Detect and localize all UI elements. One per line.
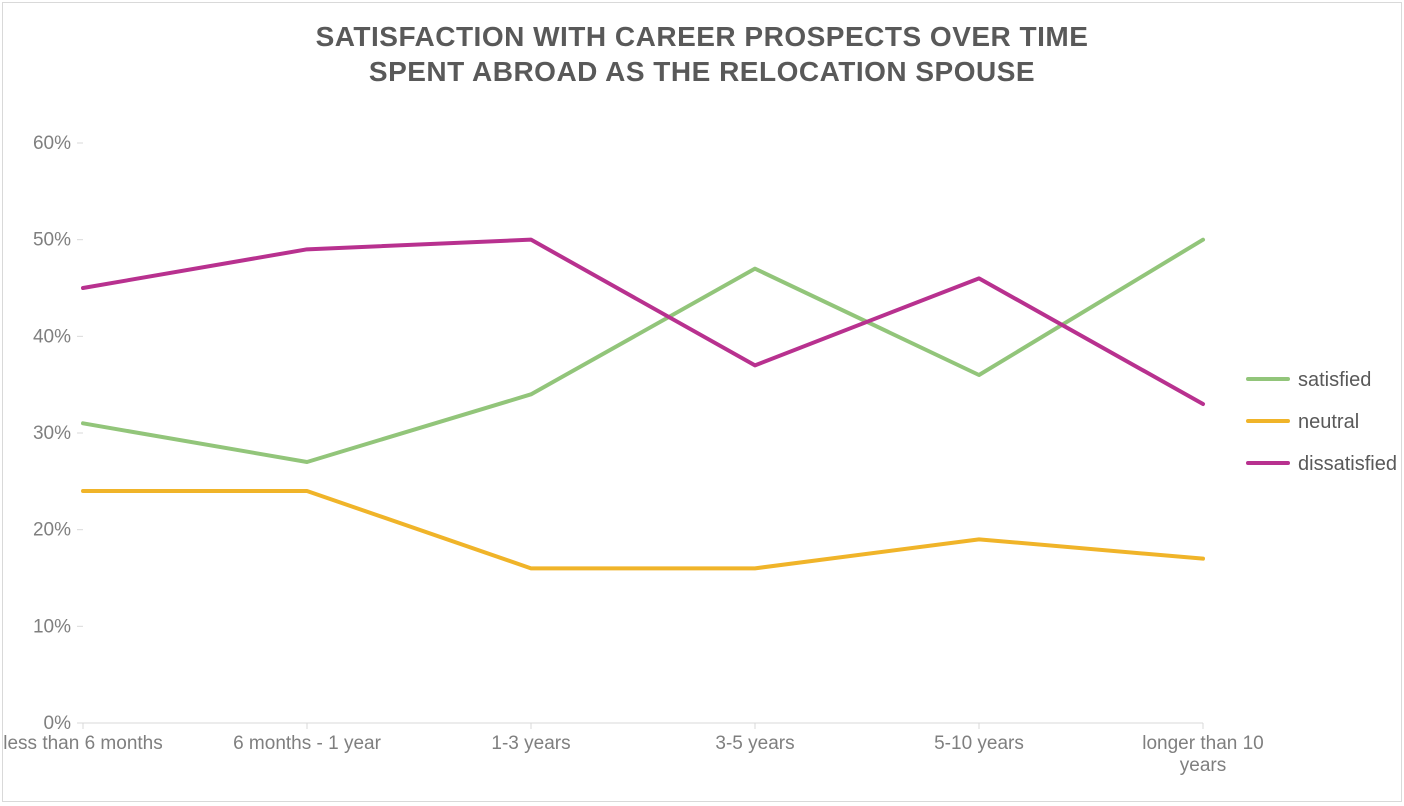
svg-text:neutral: neutral — [1298, 411, 1359, 433]
chart-container: SATISFACTION WITH CAREER PROSPECTS OVER … — [2, 2, 1402, 802]
y-tick: 40% — [33, 326, 83, 347]
legend-item-neutral: neutral — [1248, 411, 1359, 433]
legend-item-satisfied: satisfied — [1248, 369, 1371, 391]
svg-text:60%: 60% — [33, 133, 71, 154]
svg-text:years: years — [1180, 755, 1226, 776]
svg-text:20%: 20% — [33, 520, 71, 541]
x-tick: longer than 10years — [1142, 723, 1264, 776]
legend-item-dissatisfied: dissatisfied — [1248, 453, 1397, 475]
svg-text:satisfied: satisfied — [1298, 369, 1371, 391]
svg-text:10%: 10% — [33, 616, 71, 637]
svg-text:6 months - 1 year: 6 months - 1 year — [233, 733, 382, 754]
series-line-dissatisfied — [83, 240, 1203, 404]
series-line-satisfied — [83, 240, 1203, 462]
y-tick: 60% — [33, 133, 83, 154]
y-tick: 30% — [33, 423, 83, 444]
x-tick: 1-3 years — [491, 723, 570, 754]
y-tick: 10% — [33, 616, 83, 637]
svg-text:30%: 30% — [33, 423, 71, 444]
legend: satisfied neutral dissatisfied — [1248, 369, 1397, 475]
svg-text:40%: 40% — [33, 326, 71, 347]
chart-svg: 0% 10% 20% 30% 40% 50% 60% less than 6 months 6 … — [3, 3, 1403, 803]
svg-text:longer than 10: longer than 10 — [1142, 733, 1264, 754]
x-tick: 5-10 years — [934, 723, 1024, 754]
svg-text:dissatisfied: dissatisfied — [1298, 453, 1397, 475]
y-tick: 0% — [44, 713, 83, 734]
x-tick: 6 months - 1 year — [233, 723, 382, 754]
svg-text:50%: 50% — [33, 230, 71, 251]
x-tick: less than 6 months — [3, 723, 162, 754]
svg-text:less than 6 months: less than 6 months — [3, 733, 162, 754]
x-tick: 3-5 years — [715, 723, 794, 754]
y-tick: 20% — [33, 520, 83, 541]
svg-text:1-3 years: 1-3 years — [491, 733, 570, 754]
series-line-neutral — [83, 491, 1203, 568]
svg-text:0%: 0% — [44, 713, 72, 734]
svg-text:3-5 years: 3-5 years — [715, 733, 794, 754]
svg-text:5-10 years: 5-10 years — [934, 733, 1024, 754]
y-tick: 50% — [33, 230, 83, 251]
